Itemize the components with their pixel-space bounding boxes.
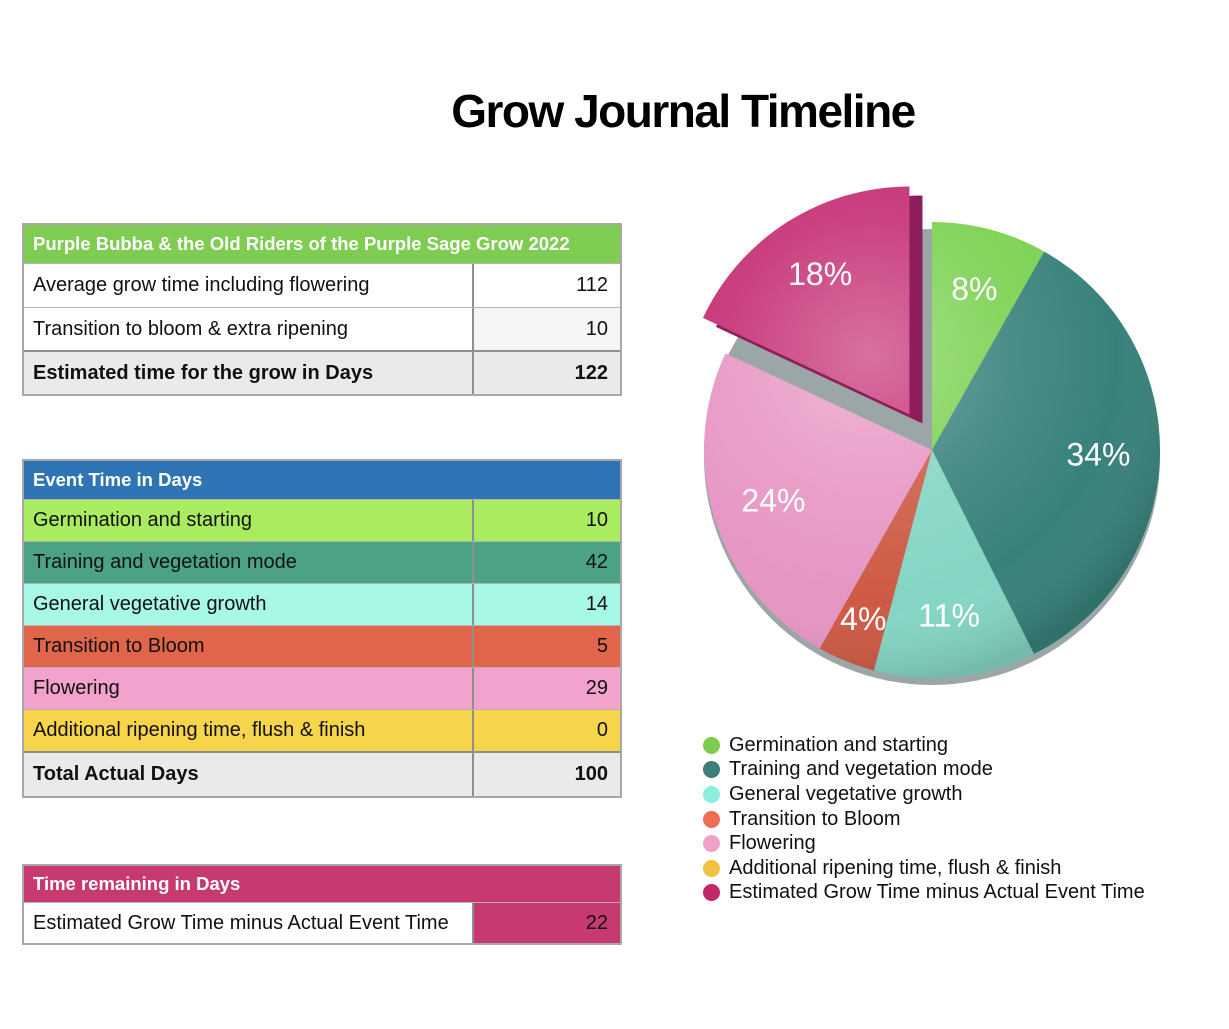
- table-header: Time remaining in Days: [24, 866, 620, 902]
- table-event-time: Event Time in Days Germination and starti…: [22, 459, 622, 798]
- row-label: Total Actual Days: [24, 753, 474, 796]
- legend-label: Estimated Grow Time minus Actual Event T…: [729, 881, 1145, 904]
- table-row: Flowering 29: [24, 667, 620, 709]
- row-label: Estimated Grow Time minus Actual Event T…: [24, 903, 474, 943]
- pie-percent-label: 8%: [951, 271, 997, 307]
- row-label: Transition to bloom & extra ripening: [24, 308, 474, 350]
- pie-percent-label: 34%: [1066, 436, 1130, 472]
- table-row: Average grow time including flowering 112: [24, 263, 620, 307]
- row-label: Additional ripening time, flush & finish: [24, 710, 474, 751]
- pie-chart: 8% 34% 11% 4% 24% 18%: [702, 186, 1160, 685]
- row-value: 100: [574, 763, 608, 785]
- table-row: Transition to bloom & extra ripening 10: [24, 307, 620, 350]
- pie-slice-shade: [703, 353, 932, 649]
- legend-swatch-icon: [703, 810, 720, 828]
- legend-swatch-icon: [703, 736, 720, 754]
- page-title: Grow Journal Timeline: [451, 85, 916, 137]
- row-label: Estimated time for the grow in Days: [24, 352, 474, 394]
- row-label: Training and vegetation mode: [24, 542, 474, 583]
- row-label: Transition to Bloom: [24, 626, 474, 667]
- table-row: Estimated Grow Time minus Actual Event T…: [24, 902, 620, 943]
- table-row: Estimated time for the grow in Days 122: [24, 350, 620, 394]
- pie-percent-label: 18%: [788, 256, 852, 292]
- table-row: Additional ripening time, flush & finish…: [24, 709, 620, 751]
- row-value: 10: [585, 509, 608, 531]
- row-value: 29: [585, 677, 608, 699]
- row-value: 14: [585, 593, 608, 615]
- legend-label: Transition to Bloom: [729, 807, 901, 830]
- pie-slice-shade: [819, 450, 932, 671]
- legend-item: General vegetative growth: [703, 782, 1145, 807]
- table-header: Purple Bubba & the Old Riders of the Pur…: [24, 225, 620, 263]
- table-row: Training and vegetation mode 42: [24, 541, 620, 583]
- legend-item: Flowering: [703, 831, 1145, 856]
- table-grow-estimate: Purple Bubba & the Old Riders of the Pur…: [22, 223, 622, 396]
- legend-swatch-icon: [703, 785, 720, 803]
- legend-item: Training and vegetation mode: [703, 758, 1145, 783]
- row-value: 10: [474, 308, 620, 350]
- row-value: 22: [474, 903, 620, 943]
- legend-label: Additional ripening time, flush & finish: [729, 856, 1062, 879]
- table-time-remaining: Time remaining in Days Estimated Grow Tim…: [22, 864, 622, 945]
- table-row: Total Actual Days 100: [24, 751, 620, 796]
- legend-swatch-icon: [703, 761, 720, 779]
- legend-item: Additional ripening time, flush & finish: [703, 856, 1145, 881]
- pie-slice-shade: [702, 186, 910, 415]
- legend-item: Transition to Bloom: [703, 807, 1145, 832]
- pie-slice-shade: [873, 450, 1034, 678]
- legend-item: Germination and starting: [703, 733, 1145, 758]
- chart-legend: Germination and starting Training and veg…: [703, 733, 1145, 905]
- legend-swatch-icon: [703, 884, 720, 902]
- legend-swatch-icon: [703, 859, 720, 877]
- legend-item: Estimated Grow Time minus Actual Event T…: [703, 881, 1145, 906]
- pie-percent-label: 4%: [840, 601, 886, 637]
- row-value: 112: [576, 274, 608, 296]
- row-label: Flowering: [24, 668, 474, 709]
- pie-percent-label: 11%: [918, 598, 980, 634]
- legend-label: Flowering: [729, 832, 816, 855]
- pie-percent-label: 24%: [741, 483, 805, 519]
- legend-swatch-icon: [703, 835, 720, 853]
- legend-label: Training and vegetation mode: [729, 758, 993, 781]
- legend-label: General vegetative growth: [729, 782, 963, 805]
- table-row: General vegetative growth 14: [24, 583, 620, 625]
- pie-slice-shade: [932, 222, 1045, 450]
- row-value: 0: [596, 719, 608, 741]
- row-value: 42: [585, 551, 608, 573]
- table-header: Event Time in Days: [24, 461, 620, 499]
- row-value: 5: [596, 635, 608, 657]
- row-label: Germination and starting: [24, 500, 474, 541]
- legend-label: Germination and starting: [729, 733, 949, 756]
- row-label: Average grow time including flowering: [24, 264, 474, 307]
- pie-slice-shade: [932, 251, 1160, 654]
- row-label: General vegetative growth: [24, 584, 474, 625]
- row-value: 122: [574, 361, 608, 384]
- table-row: Germination and starting 10: [24, 499, 620, 541]
- table-row: Transition to Bloom 5: [24, 625, 620, 667]
